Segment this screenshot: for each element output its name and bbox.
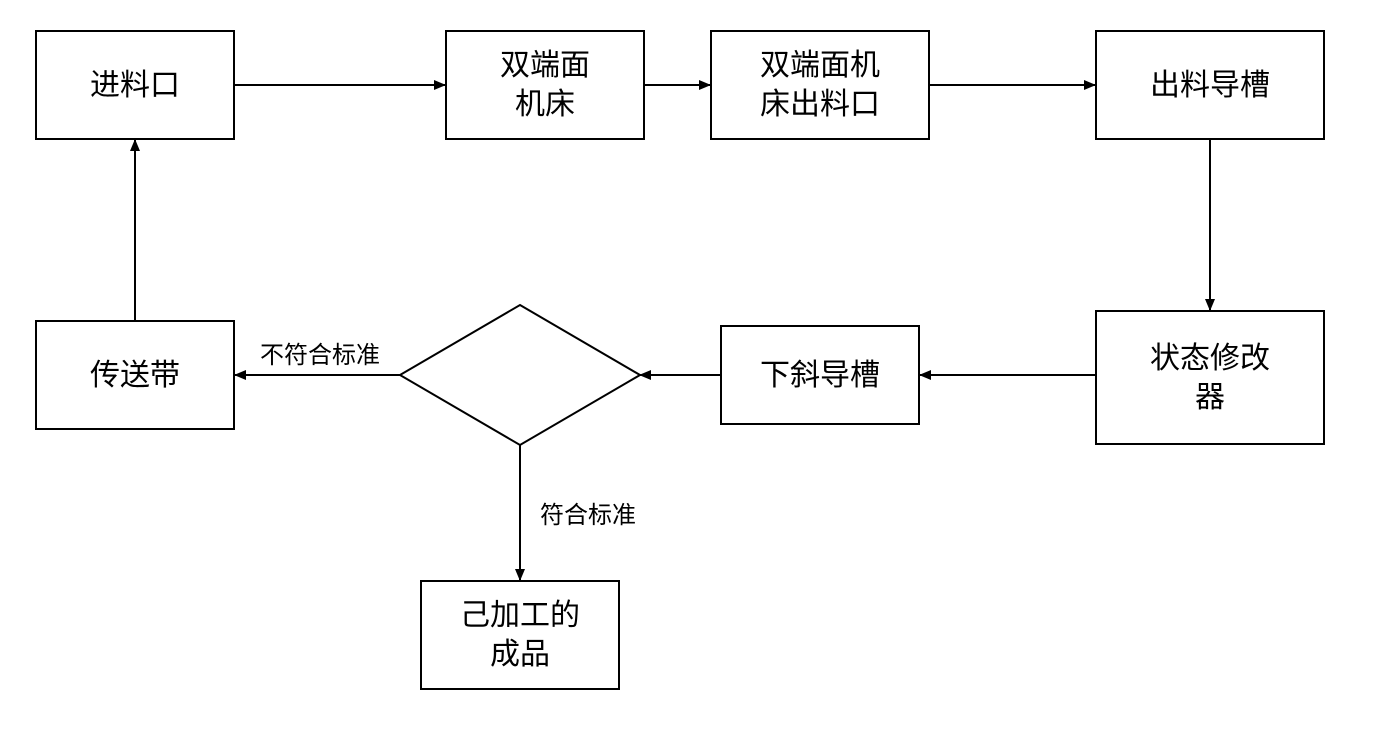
node-label: 己加工的成品 xyxy=(460,596,580,674)
diamond-measurement-dish xyxy=(400,305,640,445)
node-label: 进料口 xyxy=(90,66,180,105)
edge-label-text: 符合标准 xyxy=(540,503,636,529)
node-inclined-chute: 下斜导槽 xyxy=(720,325,920,425)
node-label: 状态修改器 xyxy=(1150,339,1270,417)
edge-label-text: 不符合标准 xyxy=(260,343,380,369)
node-label: 双端面机床出料口 xyxy=(760,46,880,124)
node-label: 出料导槽 xyxy=(1150,66,1270,105)
node-double-end-machine: 双端面机床 xyxy=(445,30,645,140)
node-label: 尺寸测量皿 xyxy=(450,355,590,395)
node-label: 传送带 xyxy=(90,356,180,395)
node-finished-product: 己加工的成品 xyxy=(420,580,620,690)
edge-label-nonconforming: 不符合标准 xyxy=(260,335,380,370)
node-conveyor: 传送带 xyxy=(35,320,235,430)
node-feed-inlet: 进料口 xyxy=(35,30,235,140)
node-label: 下斜导槽 xyxy=(760,356,880,395)
node-label: 双端面机床 xyxy=(500,46,590,124)
edge-label-conforming: 符合标准 xyxy=(540,495,636,530)
node-discharge-chute: 出料导槽 xyxy=(1095,30,1325,140)
node-measurement-dish: 尺寸测量皿 xyxy=(400,305,640,445)
node-machine-outlet: 双端面机床出料口 xyxy=(710,30,930,140)
node-state-modifier: 状态修改器 xyxy=(1095,310,1325,445)
